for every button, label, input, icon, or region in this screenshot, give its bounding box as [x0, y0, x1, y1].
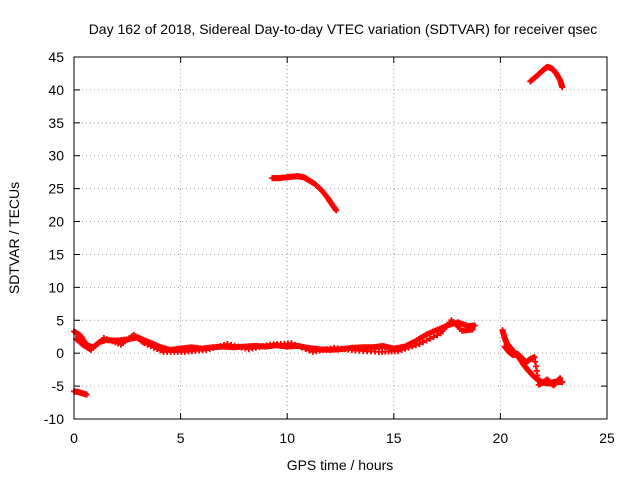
data-point — [559, 379, 566, 386]
data-point — [288, 340, 295, 347]
x-tick-label: 20 — [493, 430, 509, 446]
data-point — [141, 340, 148, 347]
chart-title: Day 162 of 2018, Sidereal Day-to-day VTE… — [89, 21, 598, 37]
data-point — [398, 347, 405, 354]
x-tick-label: 5 — [177, 430, 185, 446]
data-point — [154, 346, 161, 353]
data-point — [306, 347, 313, 354]
data-point — [220, 341, 227, 348]
data-point — [419, 339, 426, 346]
y-tick-label: 5 — [56, 312, 64, 328]
data-point — [83, 391, 90, 398]
data-point — [333, 207, 340, 214]
data-point — [150, 344, 157, 351]
data-point — [147, 343, 154, 350]
y-axis-label: SDTVAR / TECUs — [6, 182, 22, 294]
y-tick-label: 25 — [48, 181, 64, 197]
data-point — [299, 344, 306, 351]
y-tick-label: 0 — [56, 345, 64, 361]
y-axis-ticks: -10 -5 0 5 10 15 20 25 30 35 40 45 — [44, 49, 607, 427]
data-point — [557, 375, 564, 382]
y-tick-label: 45 — [48, 49, 64, 65]
data-point — [203, 346, 210, 353]
y-tick-label: 35 — [48, 115, 64, 131]
x-tick-label: 10 — [279, 430, 295, 446]
data-point — [213, 343, 220, 350]
data-point — [427, 335, 434, 342]
y-tick-label: 10 — [48, 279, 64, 295]
data-point — [471, 322, 478, 329]
grid-lines — [74, 57, 607, 419]
series-arc-main-b — [73, 317, 476, 355]
data-point — [430, 333, 437, 340]
series-arc-high-late — [527, 63, 566, 91]
y-tick-label: 15 — [48, 246, 64, 262]
y-tick-label: 20 — [48, 214, 64, 230]
x-axis-ticks: 0 5 10 15 20 25 — [70, 57, 615, 446]
series-arc-high-middle — [269, 173, 340, 214]
data-point — [469, 326, 476, 333]
data-point — [292, 341, 299, 348]
x-axis-label: GPS time / hours — [287, 457, 394, 473]
series-arc-late-drop-b — [501, 343, 564, 389]
data-point — [402, 345, 409, 352]
data-point — [302, 346, 309, 353]
data-point — [423, 337, 430, 344]
data-series — [71, 63, 566, 398]
data-point — [395, 348, 402, 355]
x-tick-label: 25 — [599, 430, 615, 446]
y-tick-label: -5 — [52, 378, 65, 394]
data-point — [416, 340, 423, 347]
data-point — [210, 344, 217, 351]
plot-frame — [73, 56, 608, 420]
x-tick-label: 0 — [70, 430, 78, 446]
data-point — [295, 343, 302, 350]
data-point — [217, 342, 224, 349]
y-tick-label: 40 — [48, 82, 64, 98]
data-point — [559, 84, 566, 91]
x-tick-label: 15 — [386, 430, 402, 446]
series-arc-negative-start — [71, 388, 90, 398]
data-point — [412, 342, 419, 349]
y-tick-label: -10 — [44, 411, 64, 427]
data-point — [409, 343, 416, 350]
data-point — [157, 347, 164, 354]
data-point — [434, 332, 441, 339]
data-point — [405, 344, 412, 351]
y-tick-label: 30 — [48, 148, 64, 164]
data-point — [144, 341, 151, 348]
data-point — [206, 345, 213, 352]
